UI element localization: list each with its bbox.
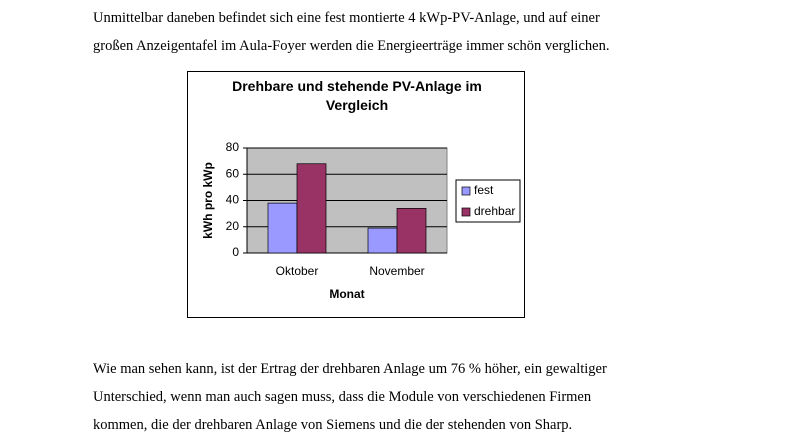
x-tick-label: Oktober [276,264,319,278]
chart-svg: 0 20 40 60 80 Oktober November Monat kWh pro kWp… [187,71,525,318]
bar [396,208,427,254]
bar [296,163,327,254]
bar [267,202,298,254]
paragraph: Wie man sehen kann, ist der Ertrag der d… [93,355,607,439]
y-tick-label: 80 [226,140,240,154]
text-line: kommen, die der drehbaren Anlage von Sie… [93,417,573,433]
x-axis-label: Monat [329,287,364,301]
chart-title: Drehbare und stehende PV-Anlage im Vergl… [232,78,482,113]
y-tick-label: 0 [232,245,239,259]
legend-label: drehbar [474,204,515,218]
x-tick-label: November [369,264,424,278]
paragraph: Unmittelbar daneben befindet sich eine f… [93,4,609,60]
chart: 0 20 40 60 80 Oktober November Monat kWh pro kWp… [187,71,525,318]
y-tick-label: 20 [226,219,240,233]
text-line: Unmittelbar daneben befindet sich eine f… [93,10,600,26]
y-axis-label: kWh pro kWp [201,162,215,239]
y-tick-label: 60 [226,166,240,180]
legend-swatch [461,186,471,196]
legend-swatch [461,207,471,217]
text-line: großen Anzeigentafel im Aula-Foyer werde… [93,38,610,54]
text-line: Unterschied, wenn man auch sagen muss, d… [93,389,592,405]
y-tick-label: 40 [226,193,240,207]
text-line: Wie man sehen kann, ist der Ertrag der d… [93,361,607,377]
bar [367,227,398,254]
legend-label: fest [474,183,494,197]
